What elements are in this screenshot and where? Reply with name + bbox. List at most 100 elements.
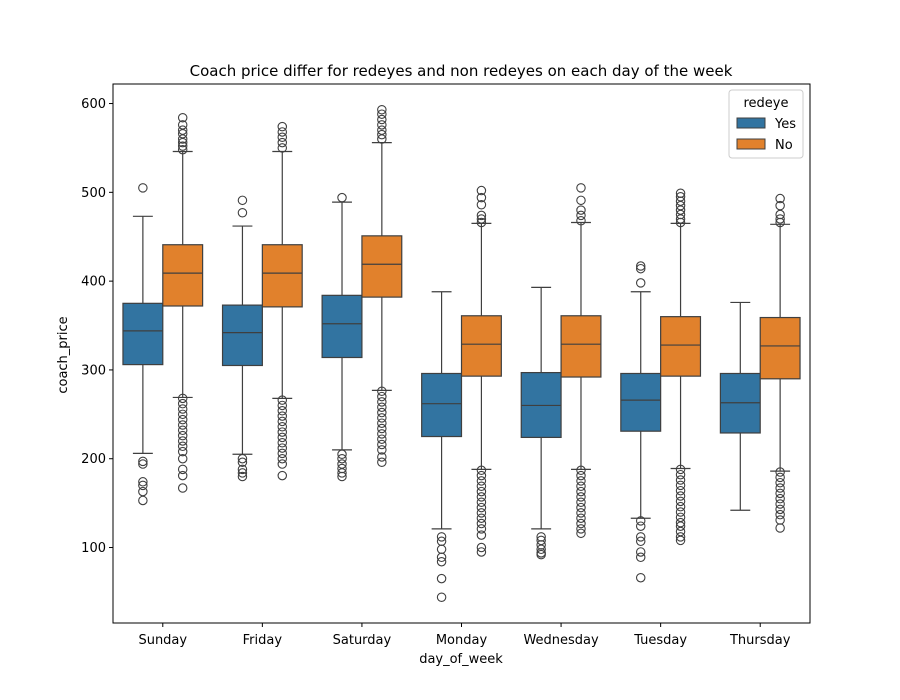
- x-tick-label: Sunday: [138, 633, 187, 648]
- x-tick-label: Tuesday: [633, 633, 687, 648]
- outlier-point: [277, 443, 288, 453]
- outlier-point: [177, 425, 188, 436]
- outlier-point: [337, 471, 347, 482]
- outlier-point: [775, 217, 785, 228]
- x-tick-label: Thursday: [729, 633, 791, 648]
- legend-label-yes: Yes: [774, 117, 796, 132]
- y-tick-label: 400: [81, 275, 106, 290]
- outlier-point: [476, 185, 487, 196]
- outlier-point: [277, 137, 288, 148]
- outlier-point: [377, 397, 387, 407]
- outlier-point: [675, 532, 686, 542]
- outlier-point: [775, 504, 785, 515]
- outlier-point: [476, 542, 487, 553]
- x-tick-label: Friday: [243, 633, 283, 648]
- outlier-point: [237, 457, 248, 468]
- outlier-point: [177, 393, 188, 404]
- outlier-point: [635, 521, 646, 531]
- outlier-point: [476, 476, 487, 486]
- outlier-point: [476, 210, 487, 221]
- box-group-sunday-yes: [122, 183, 164, 506]
- outlier-point: [675, 485, 686, 496]
- box-iqr: [361, 235, 403, 298]
- outlier-point: [635, 278, 646, 288]
- box-iqr: [460, 315, 502, 377]
- outlier-point: [177, 414, 188, 425]
- outlier-point: [476, 518, 487, 529]
- outlier-point: [177, 446, 188, 457]
- box-group-wednesday-no: [560, 183, 602, 539]
- box-group-saturday-no: [361, 105, 403, 468]
- outlier-point: [177, 453, 188, 464]
- box-group-friday-yes: [221, 195, 263, 482]
- outlier-point: [277, 437, 288, 448]
- outlier-point: [775, 214, 785, 224]
- outlier-point: [476, 492, 487, 502]
- outlier-point: [476, 465, 487, 476]
- outlier-point: [337, 468, 347, 478]
- outlier-point: [138, 459, 148, 469]
- outlier-point: [635, 547, 646, 557]
- y-tick-label: 300: [81, 363, 106, 378]
- box-iqr: [261, 244, 303, 308]
- outlier-point: [675, 501, 686, 512]
- outlier-point: [177, 409, 188, 420]
- outlier-point: [377, 457, 387, 468]
- axes: Sunday Friday Saturday Monday Wednesday Tuesd…: [81, 97, 791, 648]
- box-iqr: [221, 304, 263, 367]
- outlier-point: [675, 535, 686, 546]
- outlier-point: [377, 452, 387, 462]
- x-tick-label: Wednesday: [523, 633, 599, 648]
- outlier-point: [675, 491, 686, 501]
- box-iqr: [321, 294, 363, 359]
- box-group-saturday-yes: [321, 192, 363, 482]
- outlier-point: [377, 109, 387, 119]
- outlier-point: [277, 422, 288, 432]
- outlier-point: [576, 513, 586, 523]
- outlier-point: [377, 391, 387, 402]
- outlier-point: [576, 183, 586, 193]
- outlier-point: [576, 215, 586, 226]
- outlier-point: [775, 477, 785, 488]
- outlier-point: [237, 208, 248, 218]
- outlier-point: [476, 486, 487, 497]
- outlier-point: [775, 509, 785, 520]
- legend-swatch-no: [736, 138, 766, 150]
- legend: redeye Yes No: [728, 89, 804, 159]
- box-group-tuesday-yes: [620, 261, 662, 583]
- outlier-point: [436, 592, 447, 602]
- outlier-point: [675, 496, 686, 507]
- outlier-point: [576, 205, 586, 215]
- box-group-friday-no: [261, 121, 303, 481]
- outlier-point: [476, 513, 487, 523]
- outlier-point: [337, 449, 347, 460]
- outlier-point: [775, 193, 785, 204]
- outlier-point: [177, 436, 188, 446]
- y-axis-label: coach_price: [56, 316, 71, 393]
- outlier-point: [436, 556, 447, 567]
- box-iqr: [122, 302, 164, 366]
- box-iqr: [421, 372, 463, 438]
- outlier-point: [476, 524, 487, 534]
- outlier-point: [177, 112, 188, 123]
- legend-label-no: No: [775, 138, 793, 153]
- outlier-point: [277, 411, 288, 421]
- outlier-point: [377, 129, 387, 140]
- outlier-point: [177, 430, 188, 441]
- box-iqr: [560, 315, 602, 378]
- outlier-point: [476, 547, 487, 557]
- outlier-point: [377, 114, 387, 125]
- outlier-point: [775, 493, 785, 504]
- outlier-point: [277, 127, 288, 137]
- outlier-point: [177, 141, 188, 151]
- outlier-point: [177, 420, 188, 430]
- outlier-point: [177, 441, 188, 452]
- outlier-point: [576, 195, 586, 206]
- box-iqr: [660, 316, 702, 377]
- outlier-point: [775, 523, 785, 533]
- outlier-point: [536, 549, 546, 560]
- outlier-point: [237, 468, 248, 478]
- outlier-point: [277, 470, 288, 481]
- outlier-point: [377, 120, 387, 130]
- outlier-point: [237, 471, 248, 482]
